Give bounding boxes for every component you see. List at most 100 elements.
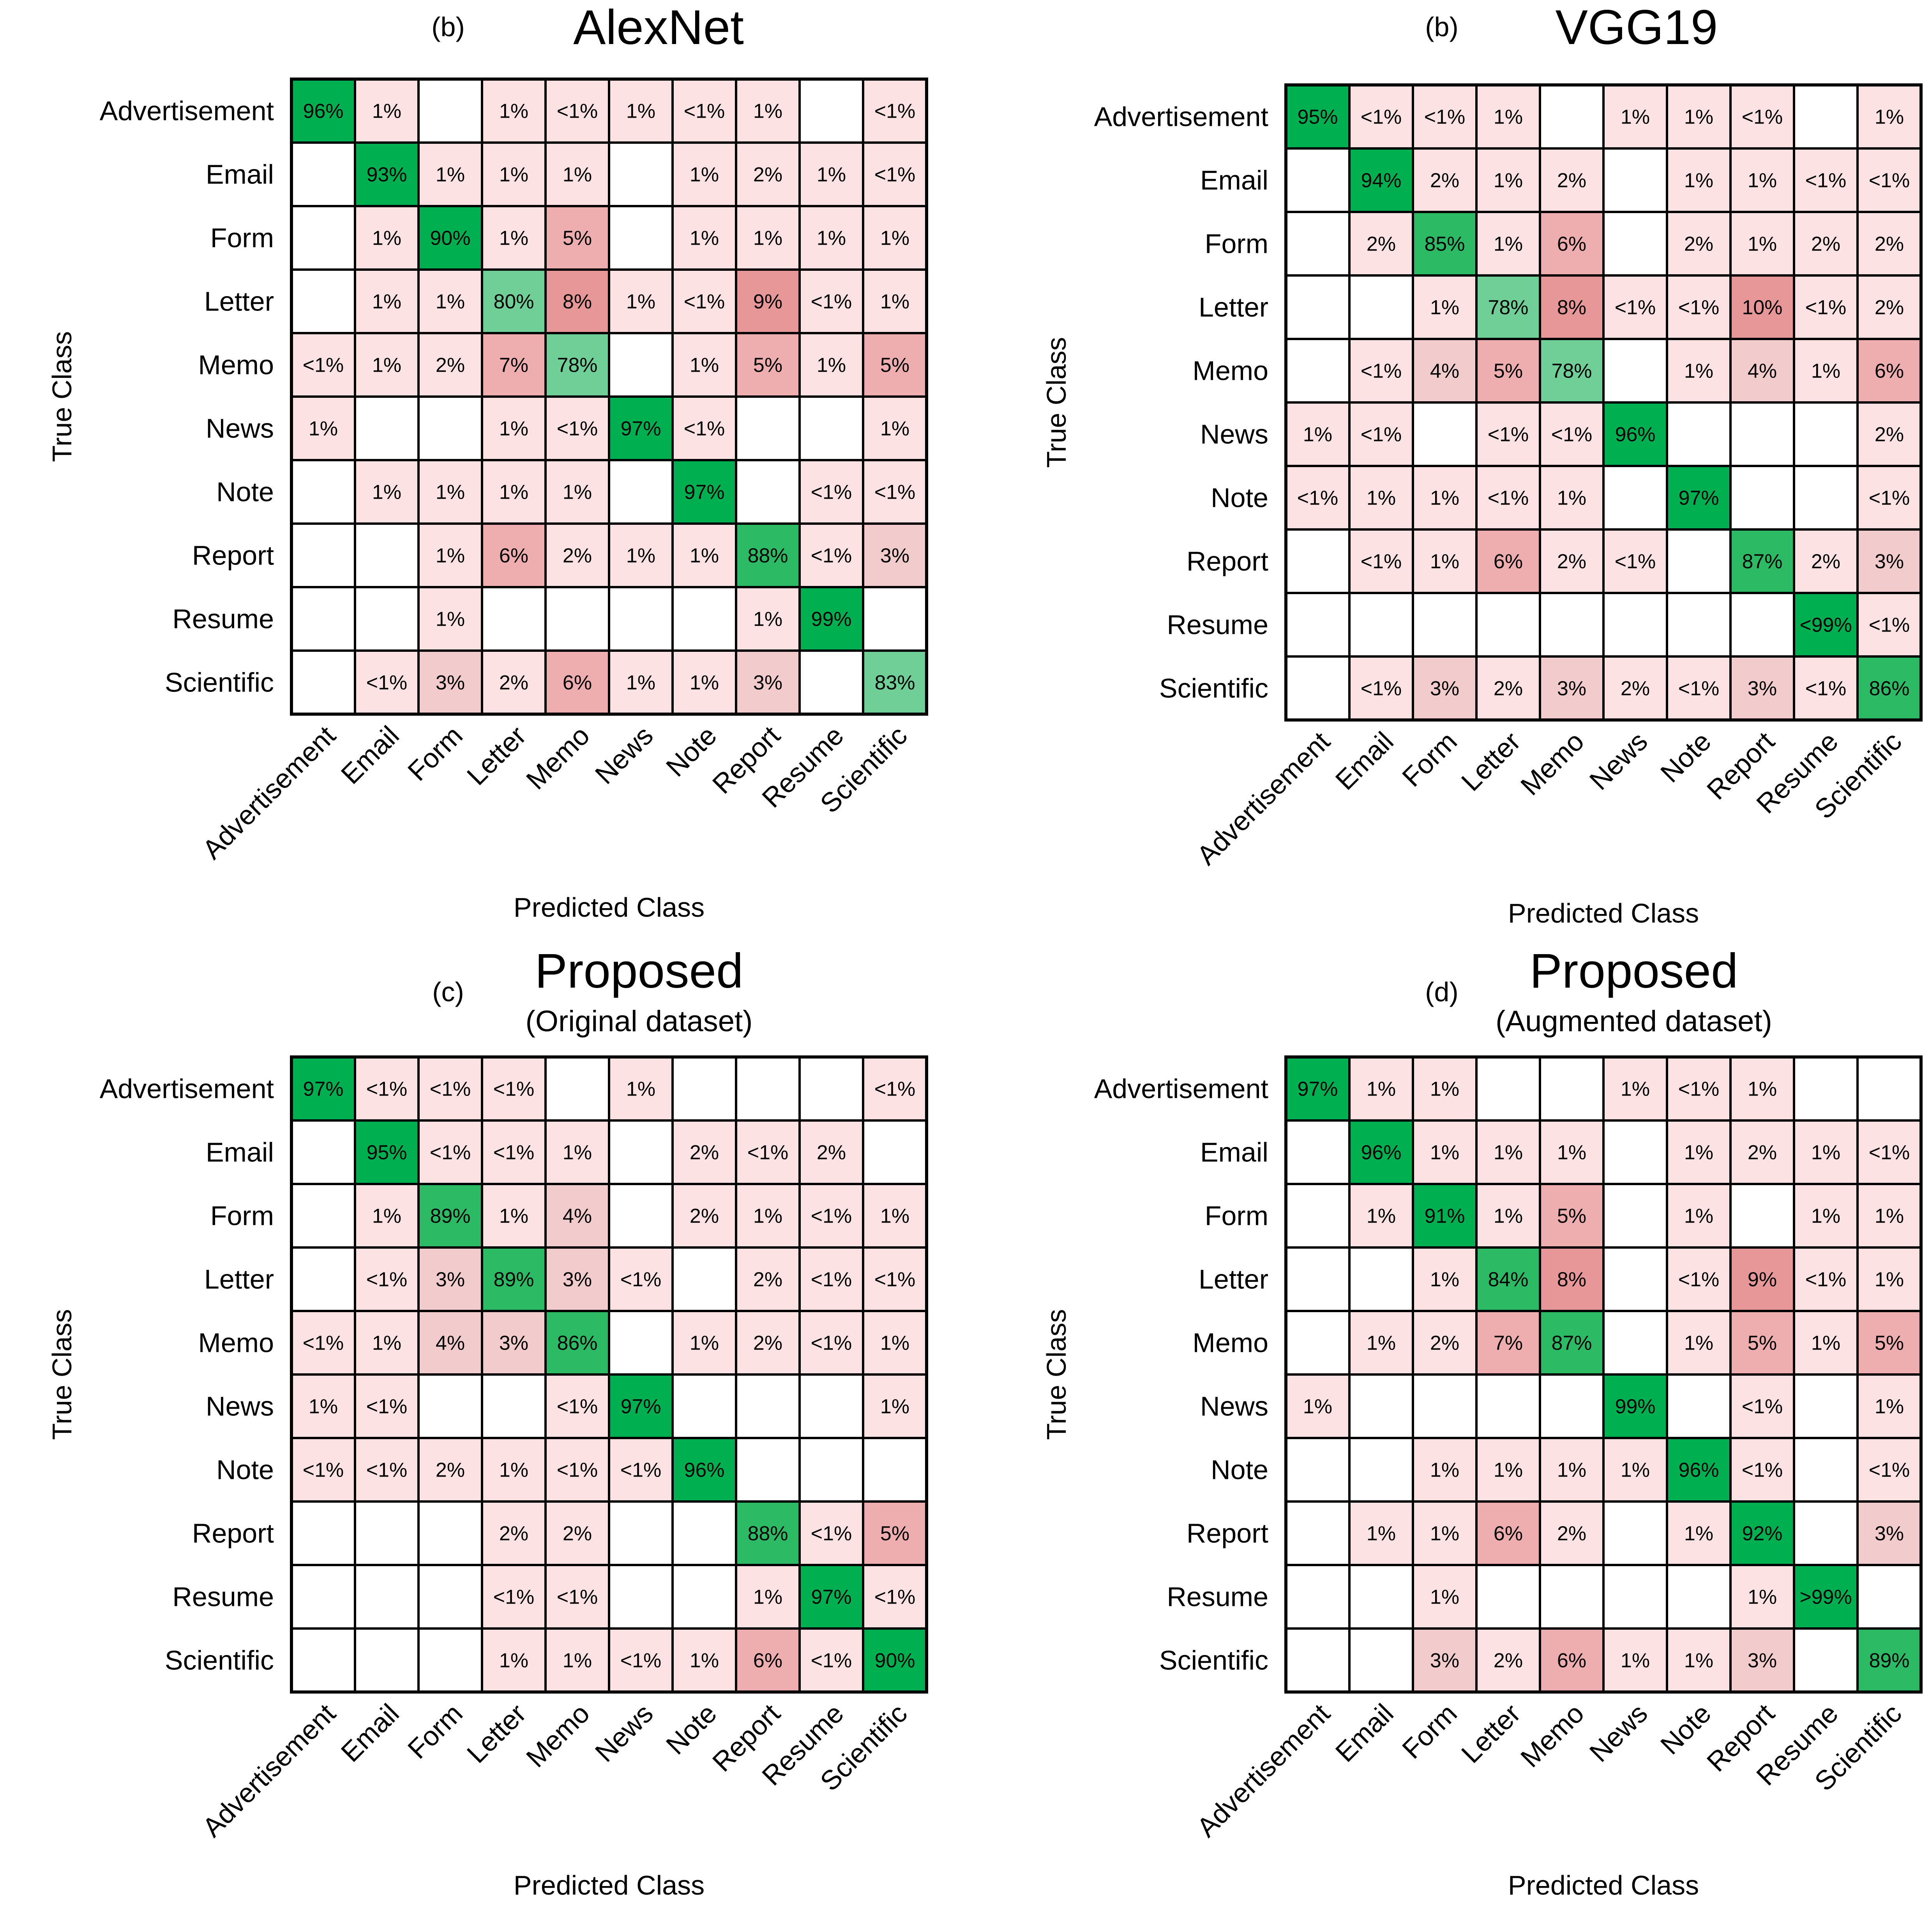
cell-value-label: 2%	[499, 672, 528, 694]
heatmap-cell	[544, 586, 610, 652]
heatmap-cell	[1539, 528, 1605, 594]
cell-value-label: 87%	[1742, 550, 1782, 573]
heatmap-cell	[290, 1183, 356, 1249]
heatmap-cell	[798, 395, 864, 461]
heatmap-cell	[735, 1437, 801, 1503]
heatmap-cell	[608, 522, 674, 588]
heatmap-cell	[608, 268, 674, 334]
x-tick-label: Email	[1330, 1698, 1399, 1768]
cell-value-label: <1%	[684, 418, 725, 440]
y-tick-label: Form	[1205, 229, 1268, 259]
cell-value-label: 1%	[436, 291, 465, 313]
heatmap-cell	[1285, 1183, 1351, 1249]
cell-value-label: 1%	[1557, 1142, 1586, 1164]
cell-value-label: 6%	[1557, 233, 1586, 256]
x-tick-label: Letter	[461, 720, 532, 791]
heatmap-cell	[798, 78, 864, 144]
heatmap-cell	[1348, 1373, 1414, 1439]
y-tick-label: Form	[1205, 1201, 1268, 1231]
panel-subtitle: (Augmented dataset)	[1496, 1005, 1772, 1038]
cell-value-label: 3%	[1875, 1523, 1904, 1545]
cell-value-label: 1%	[563, 164, 592, 186]
cell-value-label: 3%	[1430, 1650, 1459, 1672]
cell-value-label: 97%	[811, 1586, 851, 1609]
heatmap-cell	[481, 1564, 547, 1630]
cell-value-label: 1%	[499, 227, 528, 250]
heatmap-cell	[1539, 147, 1605, 213]
cell-value-label: 1%	[1684, 106, 1713, 129]
cell-value-label: 1%	[372, 227, 401, 250]
heatmap-cell	[798, 649, 864, 715]
cell-value-label: 1%	[1430, 1586, 1459, 1609]
cell-value-label: <1%	[1742, 1459, 1783, 1482]
heatmap-cell	[1856, 1119, 1922, 1185]
cell-value-label: 96%	[1615, 423, 1655, 446]
heatmap-cell	[1666, 274, 1732, 340]
cell-value-label: 2%	[690, 1205, 719, 1228]
cell-value-label: 85%	[1424, 233, 1465, 256]
heatmap-cell	[1285, 401, 1351, 467]
cell-value-label: 1%	[690, 354, 719, 377]
x-tick-label: Form	[402, 720, 468, 787]
cell-value-label: 2%	[1811, 233, 1840, 256]
heatmap-cell	[1412, 1564, 1478, 1630]
y-tick-label: Scientific	[1159, 1645, 1268, 1676]
cell-value-label: <1%	[1678, 1078, 1720, 1101]
cell-value-label: 1%	[626, 672, 655, 694]
cell-value-label: 1%	[372, 1332, 401, 1355]
heatmap-cell	[1602, 1056, 1668, 1122]
heatmap-cell	[1793, 655, 1859, 721]
heatmap-cell	[1285, 338, 1351, 404]
cell-value-label: 1%	[690, 1650, 719, 1672]
heatmap-cell	[290, 1627, 356, 1693]
cell-value-label: 2%	[1430, 1332, 1459, 1355]
cell-value-label: 2%	[1557, 1523, 1586, 1545]
heatmap-cell	[1475, 1183, 1541, 1249]
cell-value-label: 2%	[563, 1523, 592, 1545]
heatmap-cell	[608, 395, 674, 461]
heatmap-cell	[1539, 592, 1605, 658]
heatmap-cell	[735, 1564, 801, 1630]
cell-value-label: 97%	[1678, 487, 1719, 510]
heatmap-cell	[417, 1246, 483, 1312]
cell-value-label: 92%	[1742, 1523, 1782, 1545]
heatmap-cell	[608, 586, 674, 652]
y-tick-label: Resume	[1167, 610, 1268, 640]
heatmap-cell	[1475, 528, 1541, 594]
cell-value-label: 97%	[684, 481, 724, 504]
heatmap-cell	[1412, 401, 1478, 467]
cell-value-label: <1%	[620, 1650, 662, 1672]
cell-value-label: <1%	[303, 354, 344, 377]
cell-value-label: 2%	[1748, 1142, 1777, 1164]
cell-value-label: 6%	[1494, 1523, 1523, 1545]
x-tick-label: Letter	[1455, 726, 1526, 797]
heatmap-cell	[290, 649, 356, 715]
cell-value-label: 86%	[1869, 678, 1909, 700]
y-tick-label: Advertisement	[1094, 1074, 1268, 1104]
cell-value-label: 1%	[1811, 1142, 1840, 1164]
heatmap-cell	[1793, 84, 1859, 150]
cell-value-label: <1%	[430, 1142, 471, 1164]
cell-value-label: 5%	[880, 354, 909, 377]
cell-value-label: 3%	[1748, 678, 1777, 700]
heatmap-cell	[735, 1246, 801, 1312]
heatmap-cell	[417, 78, 483, 144]
heatmap-cell	[481, 332, 547, 398]
cell-value-label: 1%	[753, 1586, 782, 1609]
heatmap-cell	[671, 205, 737, 271]
heatmap-cell	[1793, 1627, 1859, 1693]
cell-value-label: <1%	[811, 1269, 852, 1291]
cell-value-label: 2%	[817, 1142, 846, 1164]
cell-value-label: <1%	[620, 1459, 662, 1482]
cell-value-label: 2%	[1557, 550, 1586, 573]
cell-value-label: 1%	[626, 291, 655, 313]
cell-value-label: 1%	[880, 1396, 909, 1418]
x-tick-label: Memo	[520, 1698, 595, 1773]
cell-value-label: 10%	[1742, 296, 1782, 319]
x-axis-title: Predicted Class	[514, 892, 705, 923]
cell-value-label: <1%	[874, 100, 916, 123]
heatmap-cell	[608, 1056, 674, 1122]
cell-value-label: 1%	[1875, 1205, 1904, 1228]
heatmap-cell	[735, 205, 801, 271]
